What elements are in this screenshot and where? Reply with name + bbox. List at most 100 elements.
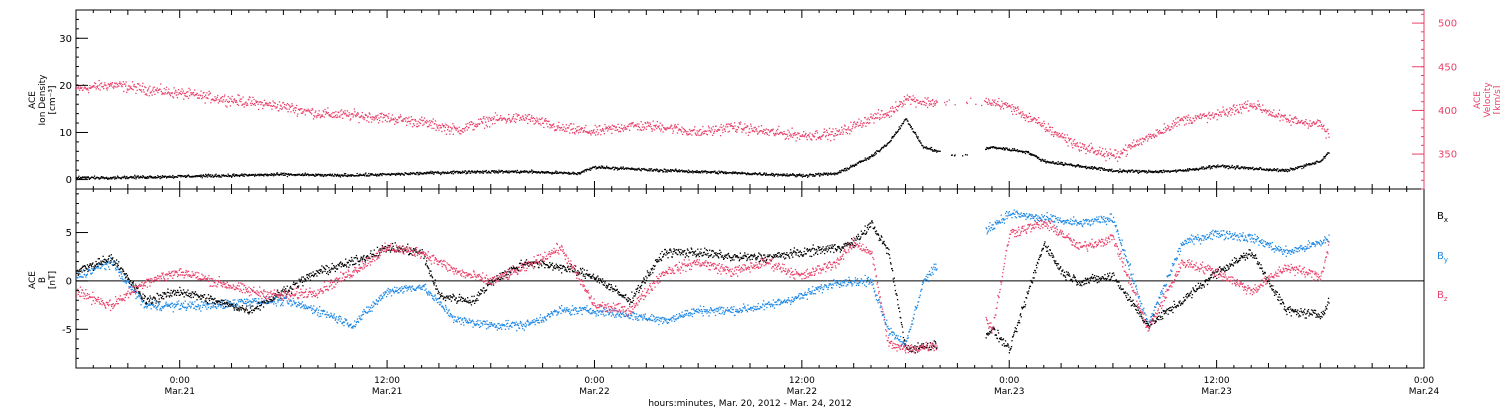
top-point xyxy=(488,121,489,122)
top-point xyxy=(914,101,915,102)
top-point xyxy=(451,173,452,174)
top-point xyxy=(387,116,388,117)
bottom-point xyxy=(233,303,234,304)
top-point xyxy=(935,103,936,104)
bottom-point xyxy=(427,294,428,295)
bottom-point xyxy=(425,288,426,289)
top-point xyxy=(1119,157,1120,158)
top-point xyxy=(1035,118,1036,119)
top-point xyxy=(617,129,618,130)
bottom-point xyxy=(87,274,88,275)
top-point xyxy=(819,136,820,137)
top-point xyxy=(1117,161,1118,162)
top-point xyxy=(483,118,484,119)
top-point xyxy=(1055,132,1056,133)
top-point xyxy=(642,124,643,125)
top-point xyxy=(1162,172,1163,173)
top-point xyxy=(486,170,487,171)
top-point xyxy=(928,100,929,101)
top-point xyxy=(1239,112,1240,113)
bottom-point xyxy=(288,303,289,304)
top-point xyxy=(1038,157,1039,158)
top-point xyxy=(95,83,96,84)
top-point xyxy=(818,173,819,174)
top-point xyxy=(454,127,455,128)
top-point xyxy=(721,124,722,125)
top-point xyxy=(952,154,953,155)
top-point xyxy=(1047,129,1048,130)
top-point xyxy=(206,92,207,93)
top-point xyxy=(803,131,804,132)
top-point xyxy=(218,175,219,176)
top-point xyxy=(650,126,651,127)
top-point xyxy=(1259,106,1260,107)
top-point xyxy=(559,130,560,131)
top-point xyxy=(1283,116,1284,117)
top-point xyxy=(160,83,161,84)
top-point xyxy=(637,123,638,124)
top-point xyxy=(1171,126,1172,127)
top-point xyxy=(1311,164,1312,165)
top-point xyxy=(1127,172,1128,173)
top-point xyxy=(272,174,273,175)
top-point xyxy=(1091,168,1092,169)
top-point xyxy=(473,123,474,124)
top-point xyxy=(1111,170,1112,171)
top-point xyxy=(759,172,760,173)
top-point xyxy=(1274,168,1275,169)
top-point xyxy=(562,130,563,131)
top-point xyxy=(1286,170,1287,171)
bottom-point xyxy=(310,305,311,306)
top-point xyxy=(1172,123,1173,124)
top-point xyxy=(381,173,382,174)
top-point xyxy=(517,170,518,171)
top-point xyxy=(1085,166,1086,167)
top-point xyxy=(1149,136,1150,137)
top-point xyxy=(452,127,453,128)
top-point xyxy=(1210,118,1211,119)
bottom-point xyxy=(298,302,299,303)
top-point xyxy=(98,88,99,89)
top-point xyxy=(201,98,202,99)
top-point xyxy=(241,173,242,174)
top-point xyxy=(843,131,844,132)
top-point xyxy=(186,92,187,93)
top-point xyxy=(723,125,724,126)
top-point xyxy=(860,125,861,126)
top-point xyxy=(123,177,124,178)
top-point xyxy=(498,172,499,173)
bottom-point xyxy=(90,270,91,271)
top-point xyxy=(1024,151,1025,152)
bottom-point xyxy=(319,316,320,317)
top-point xyxy=(1316,121,1317,122)
bottom-point xyxy=(353,327,354,328)
top-point xyxy=(946,101,947,102)
top-point xyxy=(1009,149,1010,150)
top-point xyxy=(1320,122,1321,123)
top-point xyxy=(1101,151,1102,152)
top-point xyxy=(893,136,894,137)
top-point xyxy=(96,88,97,89)
top-point xyxy=(262,108,263,109)
top-point xyxy=(1304,164,1305,165)
bottom-point xyxy=(225,299,226,300)
top-point xyxy=(840,134,841,135)
top-point xyxy=(1272,112,1273,113)
top-point xyxy=(118,85,119,86)
top-point xyxy=(1100,153,1101,154)
top-point xyxy=(1170,129,1171,130)
top-point xyxy=(653,170,654,171)
bottom-point xyxy=(198,305,199,306)
top-point xyxy=(556,126,557,127)
top-point xyxy=(576,130,577,131)
bottom-point xyxy=(478,324,479,325)
top-point xyxy=(725,131,726,132)
top-point xyxy=(148,177,149,178)
top-point xyxy=(483,116,484,117)
bottom-point xyxy=(348,326,349,327)
top-point xyxy=(907,121,908,122)
top-point xyxy=(799,139,800,140)
bottom-point xyxy=(194,301,195,302)
top-point xyxy=(1017,149,1018,150)
top-point xyxy=(677,132,678,133)
